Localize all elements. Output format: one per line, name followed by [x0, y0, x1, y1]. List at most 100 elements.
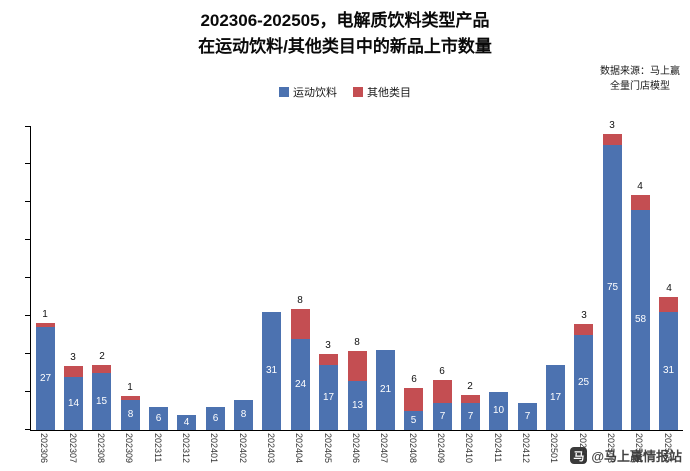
- bar-value-label: 6: [212, 412, 219, 424]
- bar-value-label: 4: [183, 416, 190, 428]
- x-axis-label: 202307: [68, 433, 78, 464]
- bar-sports-drink: 13: [348, 381, 367, 430]
- legend-swatch: [353, 87, 363, 97]
- bar-sports-drink: 7: [433, 403, 452, 430]
- bar-sports-drink: 17: [546, 365, 565, 430]
- bar-top-label: 2: [467, 381, 473, 392]
- bar-sports-drink: 5: [404, 411, 423, 430]
- bar-sports-drink: 75: [603, 145, 622, 430]
- x-axis-label: 202504: [634, 433, 644, 464]
- bar-sports-drink: 4: [177, 415, 196, 430]
- bar-value-label: 8: [240, 409, 247, 420]
- bar-sports-drink: 8: [234, 400, 253, 430]
- bar-top-label: 8: [297, 295, 303, 306]
- x-axis-label: 202405: [323, 433, 333, 464]
- bar-other-category: [121, 396, 140, 400]
- bar-value-label: 24: [294, 378, 307, 390]
- x-axis-label: 202403: [266, 433, 276, 464]
- bar-other-category: [659, 297, 678, 312]
- bar-value-label: 7: [467, 410, 474, 422]
- bar-sports-drink: 8: [121, 400, 140, 430]
- bar-top-label: 3: [609, 120, 615, 131]
- bar-top-label: 2: [99, 351, 105, 362]
- bar-other-category: [404, 388, 423, 411]
- x-axis-label: 202309: [124, 433, 134, 464]
- bar-sports-drink: 24: [291, 339, 310, 430]
- bar-other-category: [348, 351, 367, 381]
- y-axis-tick: [25, 353, 30, 354]
- y-axis-tick: [25, 277, 30, 278]
- legend: 运动饮料 其他类目: [0, 84, 690, 100]
- x-axis-label: 202312: [181, 433, 191, 464]
- y-axis-tick: [25, 315, 30, 316]
- bar-value-label: 25: [577, 376, 590, 388]
- bar-value-label: 7: [439, 410, 446, 422]
- bar-other-category: [461, 395, 480, 403]
- bar-top-label: 1: [42, 309, 48, 320]
- bar-sports-drink: 6: [149, 407, 168, 430]
- bar-sports-drink: 21: [376, 350, 395, 430]
- bar-sports-drink: 15: [92, 373, 111, 430]
- x-axis-label: 202407: [379, 433, 389, 464]
- chart-title-line1: 202306-202505，电解质饮料类型产品: [200, 11, 490, 30]
- bar-sports-drink: 17: [319, 365, 338, 430]
- bar-other-category: [64, 366, 83, 377]
- bar-value-label: 5: [410, 414, 417, 426]
- y-axis-tick: [25, 201, 30, 202]
- bar-value-label: 6: [155, 412, 162, 424]
- x-axis-label: 202401: [209, 433, 219, 464]
- bar-other-category: [603, 134, 622, 145]
- bar-sports-drink: 6: [206, 407, 225, 430]
- bar-value-label: 17: [549, 391, 562, 403]
- plot-area: 27 1 202306 14 3 202307 15 2 202308 8 1 202309 6 2023…: [25, 121, 683, 463]
- bar-other-category: [92, 365, 111, 373]
- bar-value-label: 31: [662, 365, 675, 376]
- data-source-line1: 数据来源：马上赢: [600, 66, 680, 77]
- bar-value-label: 8: [127, 409, 134, 420]
- y-axis-tick: [25, 429, 30, 430]
- bar-sports-drink: 27: [36, 327, 55, 430]
- bar-top-label: 8: [354, 337, 360, 348]
- y-axis-tick: [25, 391, 30, 392]
- legend-swatch: [279, 87, 289, 97]
- bar-value-label: 14: [67, 397, 80, 409]
- x-axis-label: 202404: [294, 433, 304, 464]
- bar-value-label: 21: [379, 384, 392, 395]
- bar-top-label: 6: [439, 366, 445, 377]
- bar-top-label: 4: [666, 283, 672, 294]
- bar-other-category: [433, 380, 452, 403]
- x-axis-label: 202408: [408, 433, 418, 464]
- watermark: 马 @马上赢情报站: [570, 446, 682, 465]
- bar-sports-drink: 7: [518, 403, 537, 430]
- bar-value-label: 17: [322, 391, 335, 403]
- x-axis-label: 202412: [521, 433, 531, 464]
- bar-value-label: 15: [95, 395, 108, 407]
- chart-title: 202306-202505，电解质饮料类型产品 在运动饮料/其他类目中的新品上市…: [0, 8, 690, 61]
- bar-value-label: 7: [524, 410, 531, 422]
- watermark-text: @马上赢情报站: [591, 449, 682, 464]
- x-axis-label: 202409: [436, 433, 446, 464]
- bar-sports-drink: 25: [574, 335, 593, 430]
- x-axis-label: 202503: [606, 433, 616, 464]
- y-axis-tick: [25, 163, 30, 164]
- bar-value-label: 10: [492, 405, 505, 416]
- bar-value-label: 58: [634, 314, 647, 325]
- x-axis-label: 202402: [238, 433, 248, 464]
- data-source-line2: 全量门店模型: [610, 81, 670, 92]
- bar-top-label: 6: [411, 374, 417, 385]
- x-axis-label: 202311: [153, 433, 163, 463]
- bar-value-label: 27: [39, 372, 52, 384]
- bar-top-label: 3: [581, 310, 587, 321]
- watermark-logo-icon: 马: [570, 447, 588, 464]
- legend-label: 运动饮料: [293, 87, 337, 99]
- bar-sports-drink: 58: [631, 210, 650, 430]
- x-axis-label: 202411: [493, 433, 503, 463]
- y-axis-tick: [25, 126, 30, 127]
- x-axis-label: 202306: [39, 433, 49, 464]
- x-axis-label: 202308: [96, 433, 106, 464]
- bar-value-label: 31: [265, 365, 278, 376]
- bar-top-label: 3: [70, 352, 76, 363]
- bar-other-category: [291, 309, 310, 339]
- data-source-note: 数据来源：马上赢 全量门店模型: [600, 64, 680, 94]
- bar-other-category: [631, 195, 650, 210]
